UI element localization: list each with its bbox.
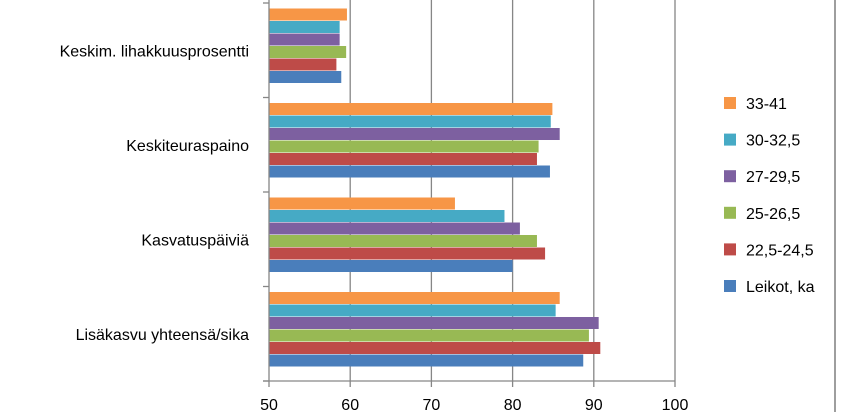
bar-keskim-lihakkuusprosentti-27-29-5 xyxy=(269,33,340,46)
legend-swatch-27-29-5 xyxy=(724,170,736,183)
tick-labels: 50 60 70 80 90 100 xyxy=(260,397,688,412)
legend-swatch-22-5-24-5 xyxy=(724,243,736,256)
bar-keskiteuraspaino-25-26-5 xyxy=(269,140,539,153)
category-label: Kasvatuspäiviä xyxy=(141,232,249,249)
x-tick-label: 100 xyxy=(662,397,689,412)
bar-kasvatusp-ivi-33-41 xyxy=(269,197,455,210)
bar-keskim-lihakkuusprosentti-33-41 xyxy=(269,8,347,21)
bar-kasvatusp-ivi-leikot-ka xyxy=(269,260,513,272)
bar-keskim-lihakkuusprosentti-30-32-5 xyxy=(269,21,340,33)
legend-swatch-33-41 xyxy=(724,97,736,109)
category-labels: Keskim. lihakkuusprosentti Keskiteuraspai… xyxy=(60,43,250,344)
bar-keskim-lihakkuusprosentti-22-5-24-5 xyxy=(269,58,337,71)
bar-lis-kasvu-yhteens-sika-27-29-5 xyxy=(269,317,599,329)
legend-label: 22,5-24,5 xyxy=(746,242,814,259)
bar-keskiteuraspaino-27-29-5 xyxy=(269,128,560,140)
legend-label: 30-32,5 xyxy=(746,133,800,150)
bar-kasvatusp-ivi-30-32-5 xyxy=(269,210,505,222)
bar-kasvatusp-ivi-27-29-5 xyxy=(269,222,520,235)
bar-lis-kasvu-yhteens-sika-25-26-5 xyxy=(269,329,589,342)
bar-keskim-lihakkuusprosentti-leikot-ka xyxy=(269,71,342,83)
legend: 33-41 30-32,5 27-29,5 25-26,5 22,5-24,5 Leiko… xyxy=(724,96,815,296)
bar-lis-kasvu-yhteens-sika-30-32-5 xyxy=(269,304,556,317)
category-label: Keskiteuraspaino xyxy=(126,138,249,155)
legend-label: 25-26,5 xyxy=(746,206,800,223)
bar-lis-kasvu-yhteens-sika-33-41 xyxy=(269,292,560,304)
bar-lis-kasvu-yhteens-sika-22-5-24-5 xyxy=(269,342,601,354)
bar-lis-kasvu-yhteens-sika-leikot-ka xyxy=(269,354,584,367)
bar-keskim-lihakkuusprosentti-25-26-5 xyxy=(269,46,347,58)
bar-keskiteuraspaino-22-5-24-5 xyxy=(269,153,537,165)
legend-label: 33-41 xyxy=(746,96,787,113)
axes xyxy=(263,0,676,387)
bar-keskiteuraspaino-33-41 xyxy=(269,103,553,115)
bar-keskiteuraspaino-30-32-5 xyxy=(269,115,551,128)
legend-swatch-30-32-5 xyxy=(724,133,736,146)
bar-kasvatusp-ivi-22-5-24-5 xyxy=(269,247,546,260)
x-tick-label: 70 xyxy=(423,397,441,412)
bar-kasvatusp-ivi-25-26-5 xyxy=(269,235,537,247)
legend-swatch-leikot-ka xyxy=(724,280,736,292)
x-tick-label: 50 xyxy=(260,397,278,412)
category-label: Lisäkasvu yhteensä/sika xyxy=(76,327,250,344)
legend-label: 27-29,5 xyxy=(746,169,800,186)
category-label: Keskim. lihakkuusprosentti xyxy=(60,43,249,60)
x-tick-label: 90 xyxy=(585,397,603,412)
x-tick-label: 80 xyxy=(504,397,522,412)
bar-keskiteuraspaino-leikot-ka xyxy=(269,165,550,178)
bars xyxy=(269,8,601,367)
legend-swatch-25-26-5 xyxy=(724,206,736,219)
x-tick-label: 60 xyxy=(341,397,359,412)
legend-label: Leikot, ka xyxy=(746,279,815,296)
